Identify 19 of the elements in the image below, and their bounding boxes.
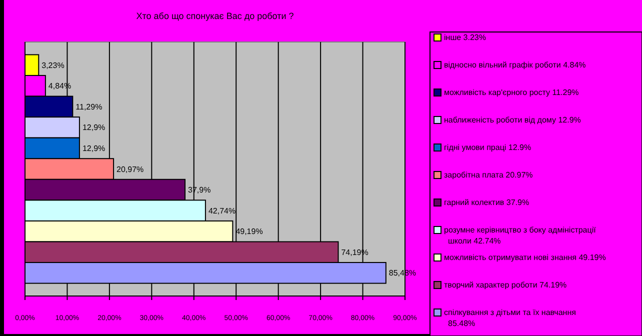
legend-label: наближеність роботи від дому 12.9% (444, 116, 581, 124)
legend-label: спілкування з дітьми та їх навчання 85.48% (444, 308, 576, 328)
legend-label: інше 3.23% (444, 33, 486, 42)
legend-label: заробітна плата 20.97% (444, 170, 533, 180)
legend-label: розумне керівництво з боку адміністрації школи 42.74% (444, 226, 597, 246)
data-label: 42,74% (208, 206, 236, 216)
chart-title: Хто або що спонукає Вас до роботи ? (136, 11, 294, 21)
data-label: 12,9% (82, 144, 106, 154)
legend-label: гідні умови праці 12.9% (444, 143, 532, 152)
legend-label: можливість отримувати нові знання 49.19% (444, 253, 606, 262)
legend-label: відносно вільний графік роботи 4.84% (444, 60, 586, 70)
data-label: 49,19% (236, 227, 263, 236)
data-label: 20,97% (116, 164, 144, 174)
legend-label: творчий характер роботи 74.19% (444, 280, 567, 290)
data-label: 12,9% (82, 123, 106, 132)
data-label: 3,23% (42, 60, 64, 70)
legend-label: гарний колектив 37.9% (444, 198, 530, 207)
data-label: 11,29% (76, 102, 102, 112)
legend-label: можливість кар'єрного росту 11.29% (444, 88, 579, 97)
